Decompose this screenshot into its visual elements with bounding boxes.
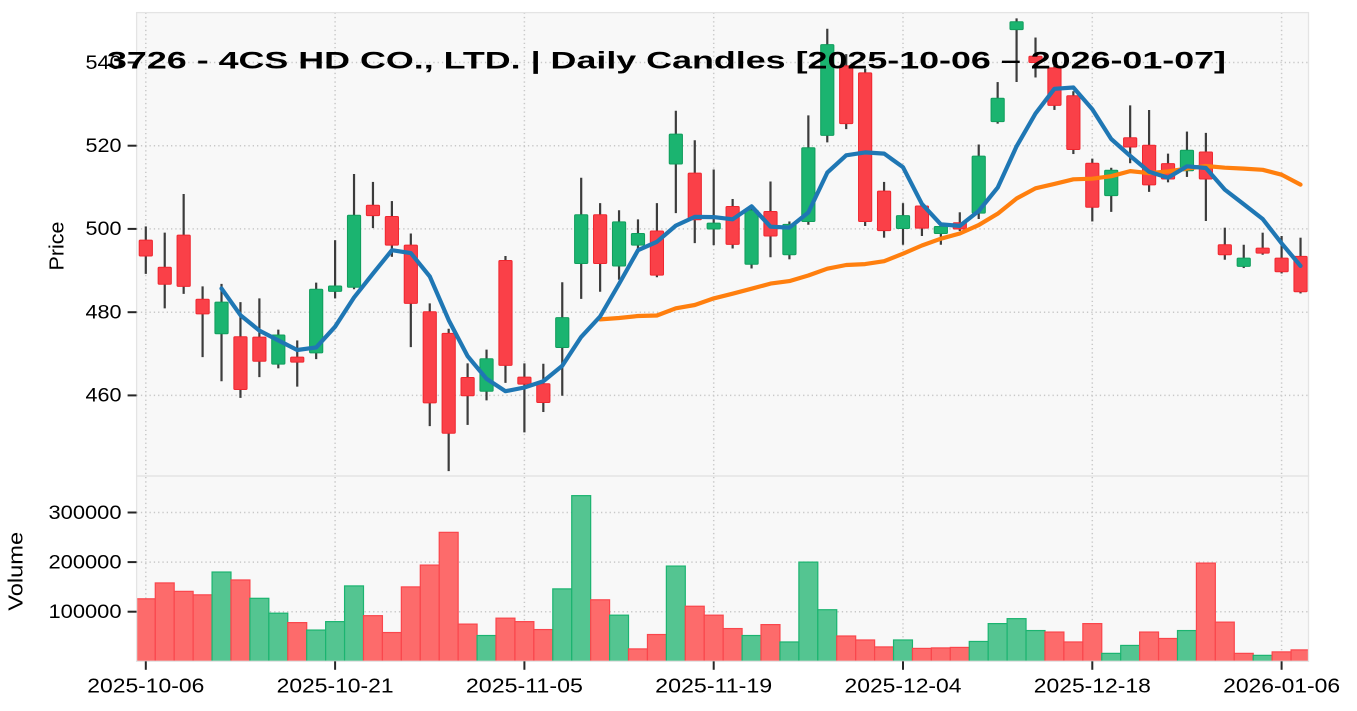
svg-text:460: 460 bbox=[86, 385, 122, 407]
svg-text:2025-12-18: 2025-12-18 bbox=[1034, 676, 1151, 698]
svg-text:Volume: Volume bbox=[6, 532, 28, 611]
svg-text:2025-10-21: 2025-10-21 bbox=[277, 676, 394, 698]
svg-text:2025-12-04: 2025-12-04 bbox=[845, 676, 962, 698]
svg-text:500: 500 bbox=[86, 218, 122, 240]
svg-text:200000: 200000 bbox=[49, 551, 122, 573]
svg-text:540: 540 bbox=[86, 52, 122, 74]
svg-text:2025-10-06: 2025-10-06 bbox=[87, 676, 204, 698]
svg-text:520: 520 bbox=[86, 135, 122, 157]
svg-text:2025-11-05: 2025-11-05 bbox=[466, 676, 583, 698]
svg-text:480: 480 bbox=[86, 302, 122, 324]
svg-text:2026-01-06: 2026-01-06 bbox=[1223, 676, 1340, 698]
svg-text:100000: 100000 bbox=[49, 601, 122, 623]
svg-text:3726 - 4CS HD CO., LTD. | Dail: 3726 - 4CS HD CO., LTD. | Daily Candles … bbox=[107, 47, 1226, 74]
svg-text:2025-11-19: 2025-11-19 bbox=[655, 676, 772, 698]
svg-text:Price: Price bbox=[47, 222, 69, 271]
svg-text:300000: 300000 bbox=[49, 502, 122, 524]
